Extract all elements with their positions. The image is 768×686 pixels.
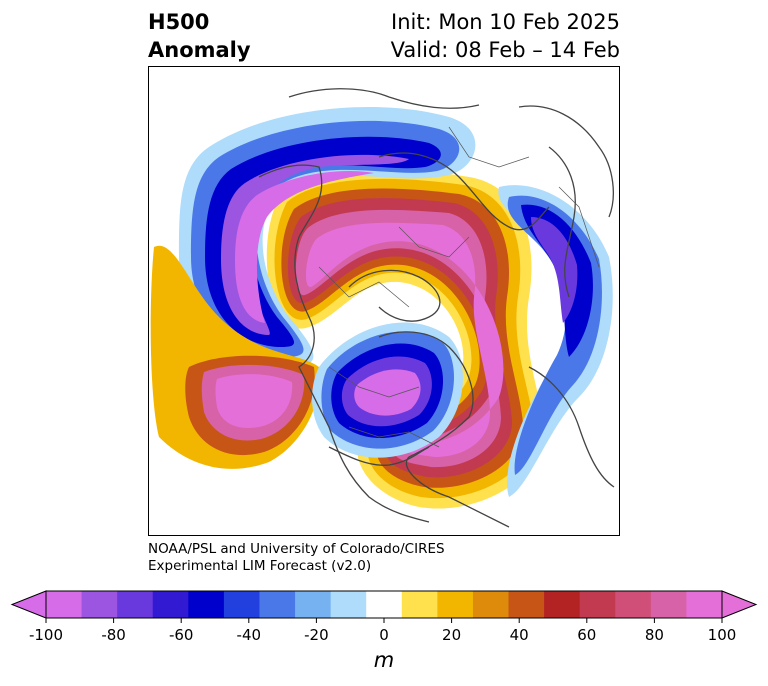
- colorbar-tick-label: -40: [236, 626, 262, 644]
- colorbar-segment: [152, 591, 189, 618]
- plot-title-right: Init: Mon 10 Feb 2025 Valid: 08 Feb – 14…: [391, 8, 620, 64]
- credits: NOAA/PSL and University of Colorado/CIRE…: [148, 541, 445, 575]
- colorbar-tick-label: 20: [442, 626, 462, 644]
- negative-anomaly-pacific: [179, 107, 476, 367]
- colorbar-tick-label: 100: [707, 626, 737, 644]
- colorbar-tick-label: 80: [644, 626, 664, 644]
- coastlines: [258, 88, 615, 528]
- colorbar-segment: [579, 591, 616, 618]
- colorbar-unit-label: m: [373, 648, 395, 672]
- colorbar-tick-label: -60: [168, 626, 194, 644]
- colorbar-segment: [437, 591, 474, 618]
- colorbar-tick-label: 40: [509, 626, 529, 644]
- colorbar-segment: [366, 591, 403, 618]
- colorbar-segment: [188, 591, 225, 618]
- positive-anomaly-arctic: [266, 169, 545, 509]
- colorbar-segment: [544, 591, 581, 618]
- colorbar-tick-label: 60: [577, 626, 597, 644]
- colorbar-segment: [686, 591, 723, 618]
- plot-title-left: H500 Anomaly: [148, 8, 251, 64]
- colorbar-segment: [81, 591, 118, 618]
- init-date: Init: Mon 10 Feb 2025: [391, 10, 620, 34]
- colorbar-segment: [223, 591, 261, 618]
- colorbar-segment: [259, 591, 296, 618]
- colorbar-segment: [117, 591, 154, 618]
- title-variable: H500: [148, 10, 210, 34]
- valid-range: Valid: 08 Feb – 14 Feb: [390, 38, 620, 62]
- map-panel: [148, 66, 620, 536]
- negative-anomaly-atlantic: [498, 185, 613, 497]
- colorbar-tick-label: -80: [101, 626, 126, 644]
- colorbar-extend-min: [10, 590, 47, 619]
- colorbar-svg: [10, 590, 758, 623]
- anomaly-map: [150, 88, 615, 528]
- credit-line-1: NOAA/PSL and University of Colorado/CIRE…: [148, 541, 445, 557]
- colorbar-ticks: -100 -80 -60 -40 -20 0 20 40 60 80 100: [0, 626, 768, 646]
- political-borders: [318, 126, 600, 448]
- negative-anomaly-north-america: [312, 322, 463, 458]
- colorbar-tick-label: 0: [379, 626, 389, 644]
- colorbar-segment: [330, 591, 367, 618]
- colorbar-extend-max: [721, 590, 758, 619]
- colorbar-segment: [615, 591, 652, 618]
- title-quantity: Anomaly: [148, 38, 251, 62]
- colorbar-segment: [401, 591, 438, 618]
- colorbar-segment: [295, 591, 332, 618]
- colorbar-segment: [472, 591, 510, 618]
- colorbar-segment: [46, 591, 83, 618]
- colorbar-segment: [650, 591, 688, 618]
- colorbar-segment: [508, 591, 545, 618]
- positive-anomaly-east-pacific: [150, 245, 320, 469]
- credit-line-2: Experimental LIM Forecast (v2.0): [148, 558, 372, 574]
- colorbar-tick-label: -100: [28, 626, 64, 644]
- colorbar-tick-label: -20: [304, 626, 329, 644]
- colorbar: [0, 588, 768, 628]
